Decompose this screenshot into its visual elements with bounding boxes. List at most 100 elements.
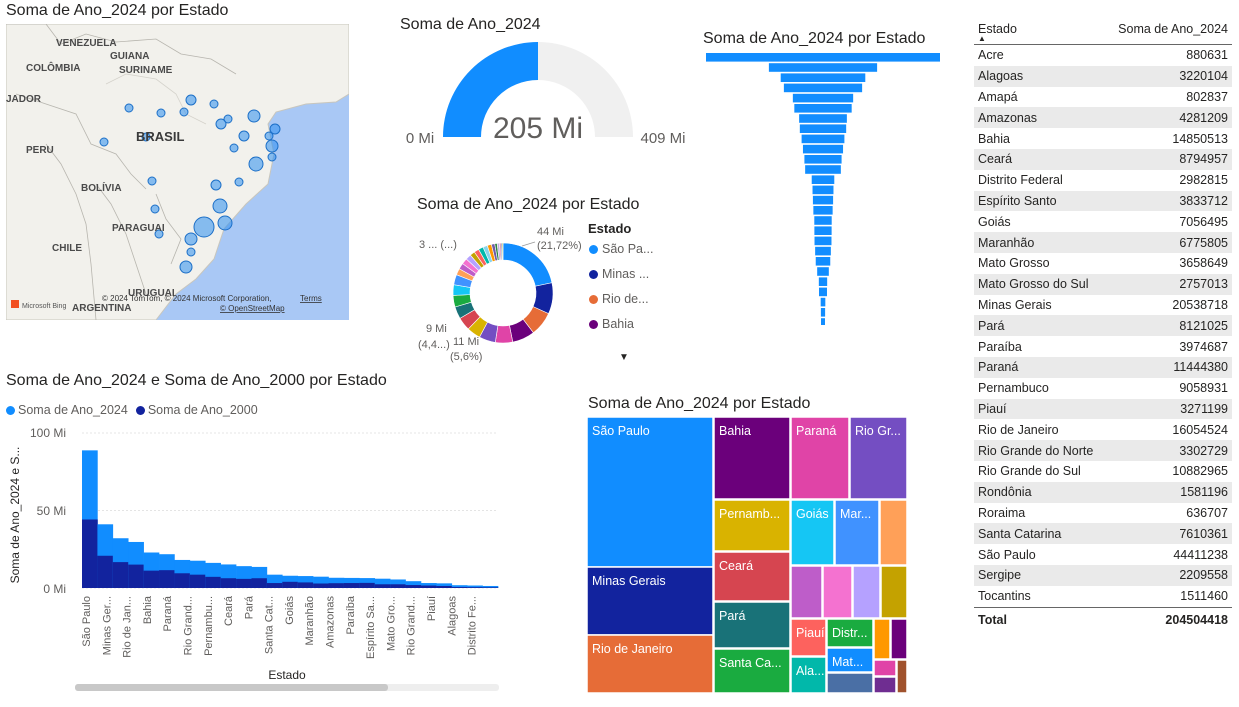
table-header-state[interactable]: Estado ▲ <box>974 18 1106 45</box>
map-bubble[interactable] <box>247 109 261 123</box>
donut-chart[interactable]: 44 Mi (21,72%) 3 ... (...) 9 Mi (4,4...)… <box>410 222 650 367</box>
treemap-tile[interactable] <box>826 618 874 648</box>
treemap-tile[interactable] <box>587 417 714 568</box>
map-bubble[interactable] <box>179 107 189 117</box>
treemap-tile[interactable] <box>790 618 827 657</box>
treemap-tile[interactable] <box>879 499 908 566</box>
table-row[interactable]: Mato Grosso 3658649 <box>974 253 1232 274</box>
treemap-tile[interactable] <box>849 417 908 500</box>
table-row[interactable]: Ceará 8794957 <box>974 148 1232 170</box>
table-row[interactable]: Acre 880631 <box>974 45 1232 66</box>
map-bubble[interactable] <box>217 215 233 231</box>
map-bubble[interactable] <box>141 132 151 142</box>
table-row[interactable]: Rio de Janeiro 16054524 <box>974 419 1232 440</box>
funnel-bar[interactable] <box>805 165 841 174</box>
bubble-map[interactable]: VENEZUELA GUIANA COLÔMBIA SURINAME JADOR… <box>6 24 349 320</box>
treemap-tile[interactable] <box>873 676 897 693</box>
funnel-bar[interactable] <box>820 297 826 307</box>
treemap-tile[interactable] <box>873 618 891 660</box>
combo-bar-2024[interactable] <box>436 583 453 588</box>
map-bubble[interactable] <box>147 176 157 186</box>
combo-bar-2000[interactable] <box>159 570 175 588</box>
map-bubble[interactable] <box>248 156 264 172</box>
table-row[interactable]: Sergipe 2209558 <box>974 564 1232 586</box>
table-row[interactable]: Paraíba 3974687 <box>974 336 1232 357</box>
table-row[interactable]: Pernambuco 9058931 <box>974 378 1232 399</box>
treemap-tile[interactable] <box>713 499 791 552</box>
donut-legend-item[interactable]: Bahia <box>589 317 653 331</box>
funnel-bar[interactable] <box>814 236 832 246</box>
treemap-tile[interactable] <box>790 499 835 566</box>
data-table[interactable]: Estado ▲ Soma de Ano_2024 Acre 880631 Alago… <box>974 18 1232 632</box>
combo-bar-2000[interactable] <box>359 582 376 588</box>
combo-bar-2000[interactable] <box>405 585 422 588</box>
table-row[interactable]: Minas Gerais 20538718 <box>974 295 1232 316</box>
combo-bar-2000[interactable] <box>436 585 453 588</box>
combo-bar-2000[interactable] <box>297 582 314 588</box>
treemap-tile[interactable] <box>713 551 791 602</box>
funnel-bar[interactable] <box>818 277 828 286</box>
map-bubble[interactable] <box>264 131 274 141</box>
funnel-bar[interactable] <box>812 185 834 195</box>
treemap-tile[interactable] <box>713 601 791 649</box>
combo-bar-2024[interactable] <box>297 576 314 588</box>
table-row[interactable]: Piauí 3271199 <box>974 398 1232 420</box>
combo-bar-2000[interactable] <box>266 583 283 588</box>
funnel-bar[interactable] <box>820 308 826 317</box>
table-row[interactable]: Amazonas 4281209 <box>974 107 1232 129</box>
map-bubble[interactable] <box>156 108 166 118</box>
treemap-tile[interactable] <box>587 634 714 693</box>
treemap-tile[interactable] <box>826 647 874 673</box>
treemap-tile[interactable] <box>896 659 908 693</box>
funnel-bar[interactable] <box>819 287 827 297</box>
combo-bar-2024[interactable] <box>390 579 406 588</box>
funnel-bar[interactable] <box>768 63 878 72</box>
funnel-bar[interactable] <box>811 175 835 184</box>
table-row[interactable]: Maranhão 6775805 <box>974 232 1232 253</box>
map-bubble[interactable] <box>267 152 277 162</box>
combo-bar-2000[interactable] <box>82 519 98 588</box>
combo-bar-2000[interactable] <box>328 583 345 588</box>
treemap-tile[interactable] <box>713 648 791 693</box>
table-header-value[interactable]: Soma de Ano_2024 <box>1105 18 1232 45</box>
table-row[interactable]: Roraima 636707 <box>974 503 1232 524</box>
funnel-bar[interactable] <box>801 134 845 144</box>
donut-legend-item[interactable]: São Pa... <box>589 242 653 256</box>
map-bubble[interactable] <box>193 216 215 238</box>
combo-bar-2000[interactable] <box>189 574 206 588</box>
map-bubble[interactable] <box>186 247 196 257</box>
funnel-bar[interactable] <box>817 267 829 276</box>
table-row[interactable]: Rio Grande do Norte 3302729 <box>974 440 1232 461</box>
map-bubble[interactable] <box>124 103 134 113</box>
combo-chart[interactable]: São Paulo Minas Ger... Rio de Jan... Bahia P… <box>0 420 505 695</box>
map-bubble[interactable] <box>229 143 239 153</box>
funnel-bar[interactable] <box>802 144 844 154</box>
combo-bar-2000[interactable] <box>482 587 499 588</box>
combo-bar-2000[interactable] <box>451 587 468 588</box>
map-bubble[interactable] <box>99 137 109 147</box>
map-bubble[interactable] <box>269 123 281 135</box>
funnel-bar[interactable] <box>780 73 866 82</box>
funnel-bar[interactable] <box>783 83 863 93</box>
combo-bar-2000[interactable] <box>205 576 221 588</box>
table-row[interactable]: Paraná 11444380 <box>974 356 1232 378</box>
map-bubble[interactable] <box>223 114 233 124</box>
map-bubble[interactable] <box>150 204 160 214</box>
treemap-tile[interactable] <box>822 565 853 619</box>
donut-legend-item[interactable]: Rio de... <box>589 292 653 306</box>
map-bubble[interactable] <box>212 198 228 214</box>
combo-bar-2024[interactable] <box>420 583 437 588</box>
gauge-chart[interactable]: 205 Mi 0 Mi 409 Mi <box>395 40 695 155</box>
chevron-down-icon[interactable]: ▼ <box>619 352 629 363</box>
map-bubble[interactable] <box>215 118 227 130</box>
combo-bar-2024[interactable] <box>482 585 499 588</box>
funnel-bar[interactable] <box>794 104 852 113</box>
table-row[interactable]: Espírito Santo 3833712 <box>974 190 1232 212</box>
combo-bar-2024[interactable] <box>374 578 391 588</box>
combo-legend-item[interactable]: Soma de Ano_2000 <box>135 403 258 417</box>
combo-bar-2000[interactable] <box>374 584 391 588</box>
treemap-tile[interactable] <box>826 672 874 693</box>
funnel-bar[interactable] <box>821 318 825 325</box>
map-bubble[interactable] <box>210 179 222 191</box>
funnel-bar[interactable] <box>706 53 940 62</box>
